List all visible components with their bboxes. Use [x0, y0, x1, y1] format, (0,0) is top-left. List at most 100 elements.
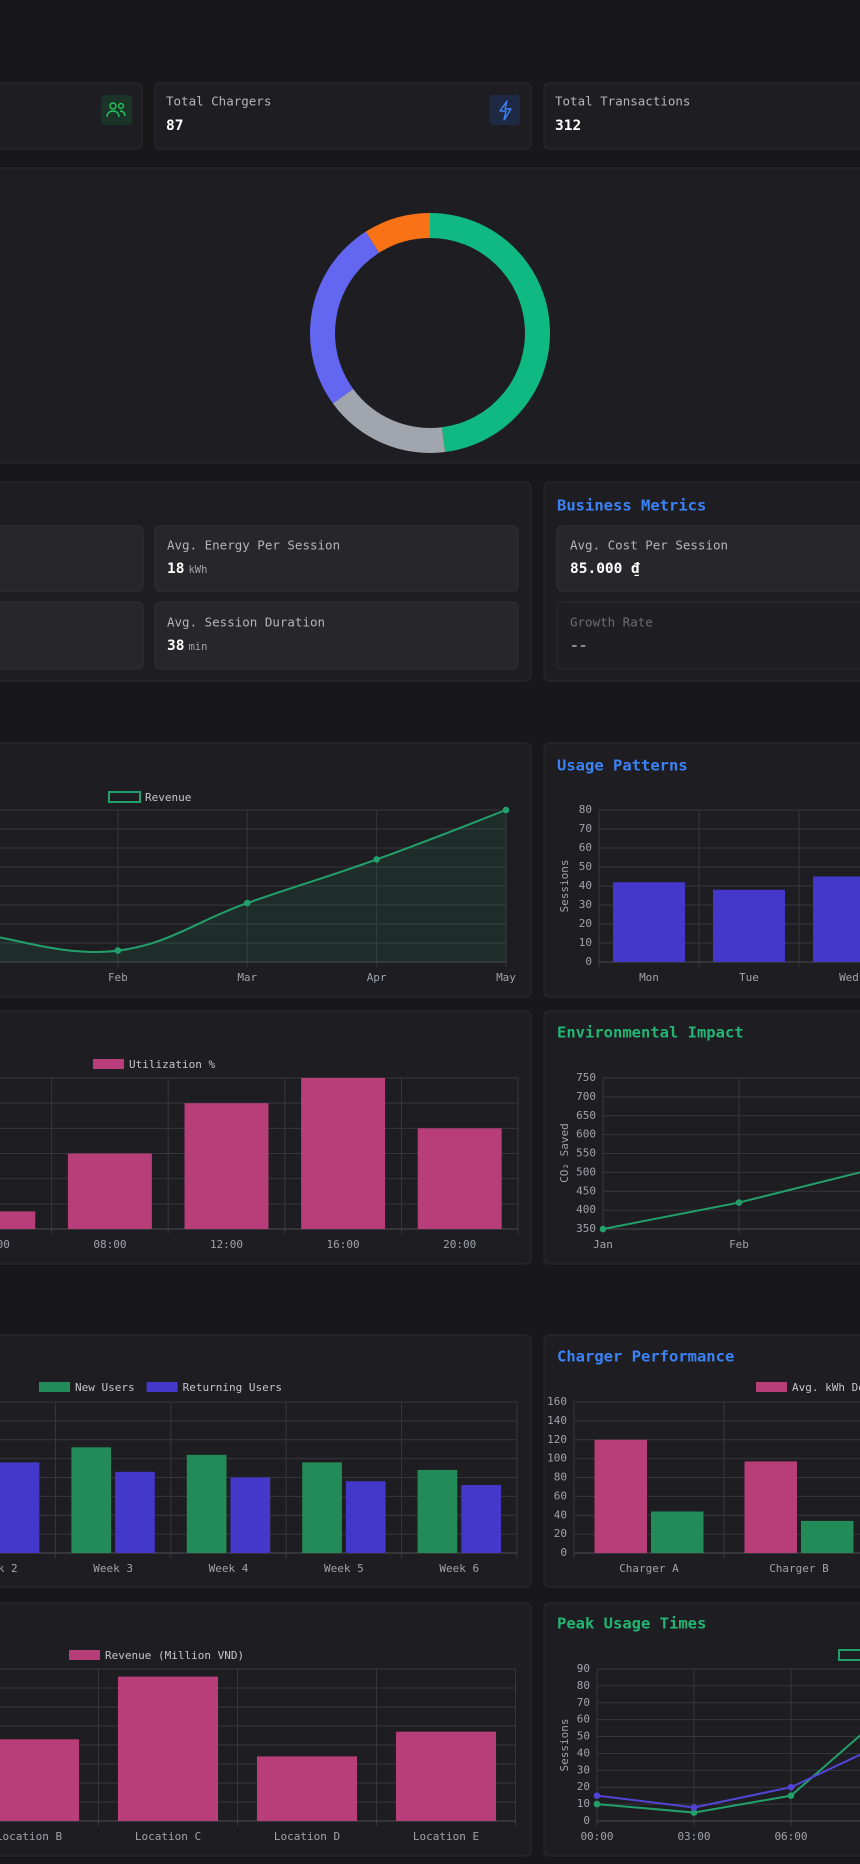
- bar: [117, 1676, 219, 1821]
- x-tick-label: 20:00: [443, 1238, 476, 1251]
- line-area: [0, 810, 506, 962]
- card-title: Business Metrics: [557, 497, 706, 515]
- x-tick-label: Location D: [274, 1830, 340, 1843]
- x-tick-label: Location E: [413, 1830, 479, 1843]
- bar: [0, 1739, 80, 1821]
- x-tick-label: Week 2: [0, 1562, 18, 1575]
- y-tick-label: 160: [547, 1395, 567, 1408]
- bar: [651, 1511, 704, 1553]
- doughnut-segment: [332, 388, 446, 453]
- line-point: [735, 1199, 743, 1206]
- stat-card: [543, 82, 860, 150]
- x-tick-label: 16:00: [327, 1238, 360, 1251]
- metric-label: Avg. Cost Per Session: [570, 538, 728, 553]
- line-point: [599, 1225, 607, 1233]
- bar: [395, 1731, 497, 1821]
- x-tick-label: Week 4: [209, 1562, 249, 1575]
- y-tick-label: 80: [579, 803, 592, 816]
- metric-label: Avg. Session Duration: [167, 615, 325, 630]
- x-tick-label: Tue: [739, 971, 759, 984]
- x-tick-label: 08:00: [93, 1238, 126, 1251]
- bar: [461, 1485, 501, 1553]
- line-point: [593, 1792, 601, 1799]
- y-tick-label: 700: [576, 1090, 596, 1103]
- bar: [186, 1454, 227, 1553]
- x-tick-label: 03:00: [677, 1830, 710, 1843]
- legend-label: Revenue: [145, 791, 191, 804]
- legend-swatch: [69, 1650, 100, 1660]
- y-tick-label: 350: [576, 1222, 596, 1235]
- y-tick-label: 60: [554, 1489, 567, 1502]
- x-tick-label: Mon: [639, 971, 659, 984]
- metric-unit: min: [188, 641, 207, 653]
- doughnut-segment: [430, 212, 551, 453]
- chart-card: [543, 1010, 860, 1265]
- chart-card: [543, 1602, 860, 1857]
- users-icon: [106, 102, 126, 118]
- legend-swatch: [93, 1059, 124, 1069]
- stat-icon-box: [489, 95, 520, 125]
- y-tick-label: 20: [577, 1780, 590, 1793]
- legend-swatch: [146, 1382, 178, 1392]
- bar: [417, 1469, 458, 1553]
- y-tick-label: 20: [579, 917, 592, 930]
- legend-swatch: [108, 791, 141, 803]
- y-tick-label: 500: [576, 1165, 596, 1178]
- y-tick-label: 30: [579, 898, 592, 911]
- line: [596, 1753, 860, 1809]
- line-point: [690, 1804, 698, 1811]
- x-tick-label: Jan: [593, 1238, 613, 1251]
- x-tick-label: Feb: [729, 1238, 749, 1251]
- bar: [0, 1211, 36, 1229]
- metric-box: [154, 601, 519, 670]
- y-tick-label: 10: [579, 936, 592, 949]
- line-point: [787, 1792, 795, 1799]
- bar: [71, 1447, 112, 1553]
- x-tick-label: Mar: [237, 971, 257, 984]
- y-tick-label: 40: [579, 879, 592, 892]
- line-point: [243, 899, 251, 907]
- chart-card: [0, 167, 860, 464]
- bar: [115, 1471, 155, 1553]
- x-tick-label: Week 6: [439, 1562, 479, 1575]
- stat-icon-box: [101, 95, 132, 125]
- metric-box: [0, 601, 144, 670]
- y-tick-label: 10: [577, 1797, 590, 1810]
- x-tick-label: Location B: [0, 1830, 62, 1843]
- stat-label: Total Transactions: [555, 94, 690, 109]
- y-tick-label: 60: [579, 841, 592, 854]
- metric-box: [556, 525, 860, 592]
- metric-value: --: [570, 638, 587, 654]
- y-axis-label: Sessions: [558, 1719, 571, 1772]
- doughnut-segment: [310, 231, 380, 404]
- x-tick-label: Charger A: [619, 1562, 679, 1575]
- y-axis-label: CO₂ Saved: [558, 1123, 571, 1183]
- bar: [184, 1103, 269, 1229]
- y-axis-label: Sessions: [558, 860, 571, 913]
- legend-label: Revenue (Million VND): [105, 1649, 244, 1662]
- stat-value: 312: [555, 118, 581, 134]
- doughnut-segment: [365, 213, 430, 253]
- y-tick-label: 550: [576, 1147, 596, 1160]
- card-title: Environmental Impact: [557, 1024, 744, 1042]
- bar: [345, 1481, 386, 1553]
- x-tick-label: Charger B: [769, 1562, 829, 1575]
- y-tick-label: 80: [554, 1471, 567, 1484]
- stat-label: Total Chargers: [166, 94, 271, 109]
- bar: [594, 1439, 647, 1553]
- y-tick-label: 750: [576, 1071, 596, 1084]
- chart-card: [0, 742, 532, 998]
- card-title: Peak Usage Times: [557, 1615, 706, 1633]
- bar: [417, 1128, 502, 1229]
- metric-value: 85.000 ₫: [570, 561, 640, 577]
- x-tick-label: May: [496, 971, 516, 984]
- bar: [302, 1462, 342, 1553]
- bar: [0, 1462, 40, 1553]
- legend-swatch: [838, 1649, 860, 1661]
- x-tick-label: Location C: [135, 1830, 201, 1843]
- legend-label: Avg. kWh Delivered: [792, 1381, 860, 1394]
- bar: [230, 1477, 271, 1553]
- legend-label: New Users: [75, 1381, 135, 1394]
- line: [596, 1734, 860, 1814]
